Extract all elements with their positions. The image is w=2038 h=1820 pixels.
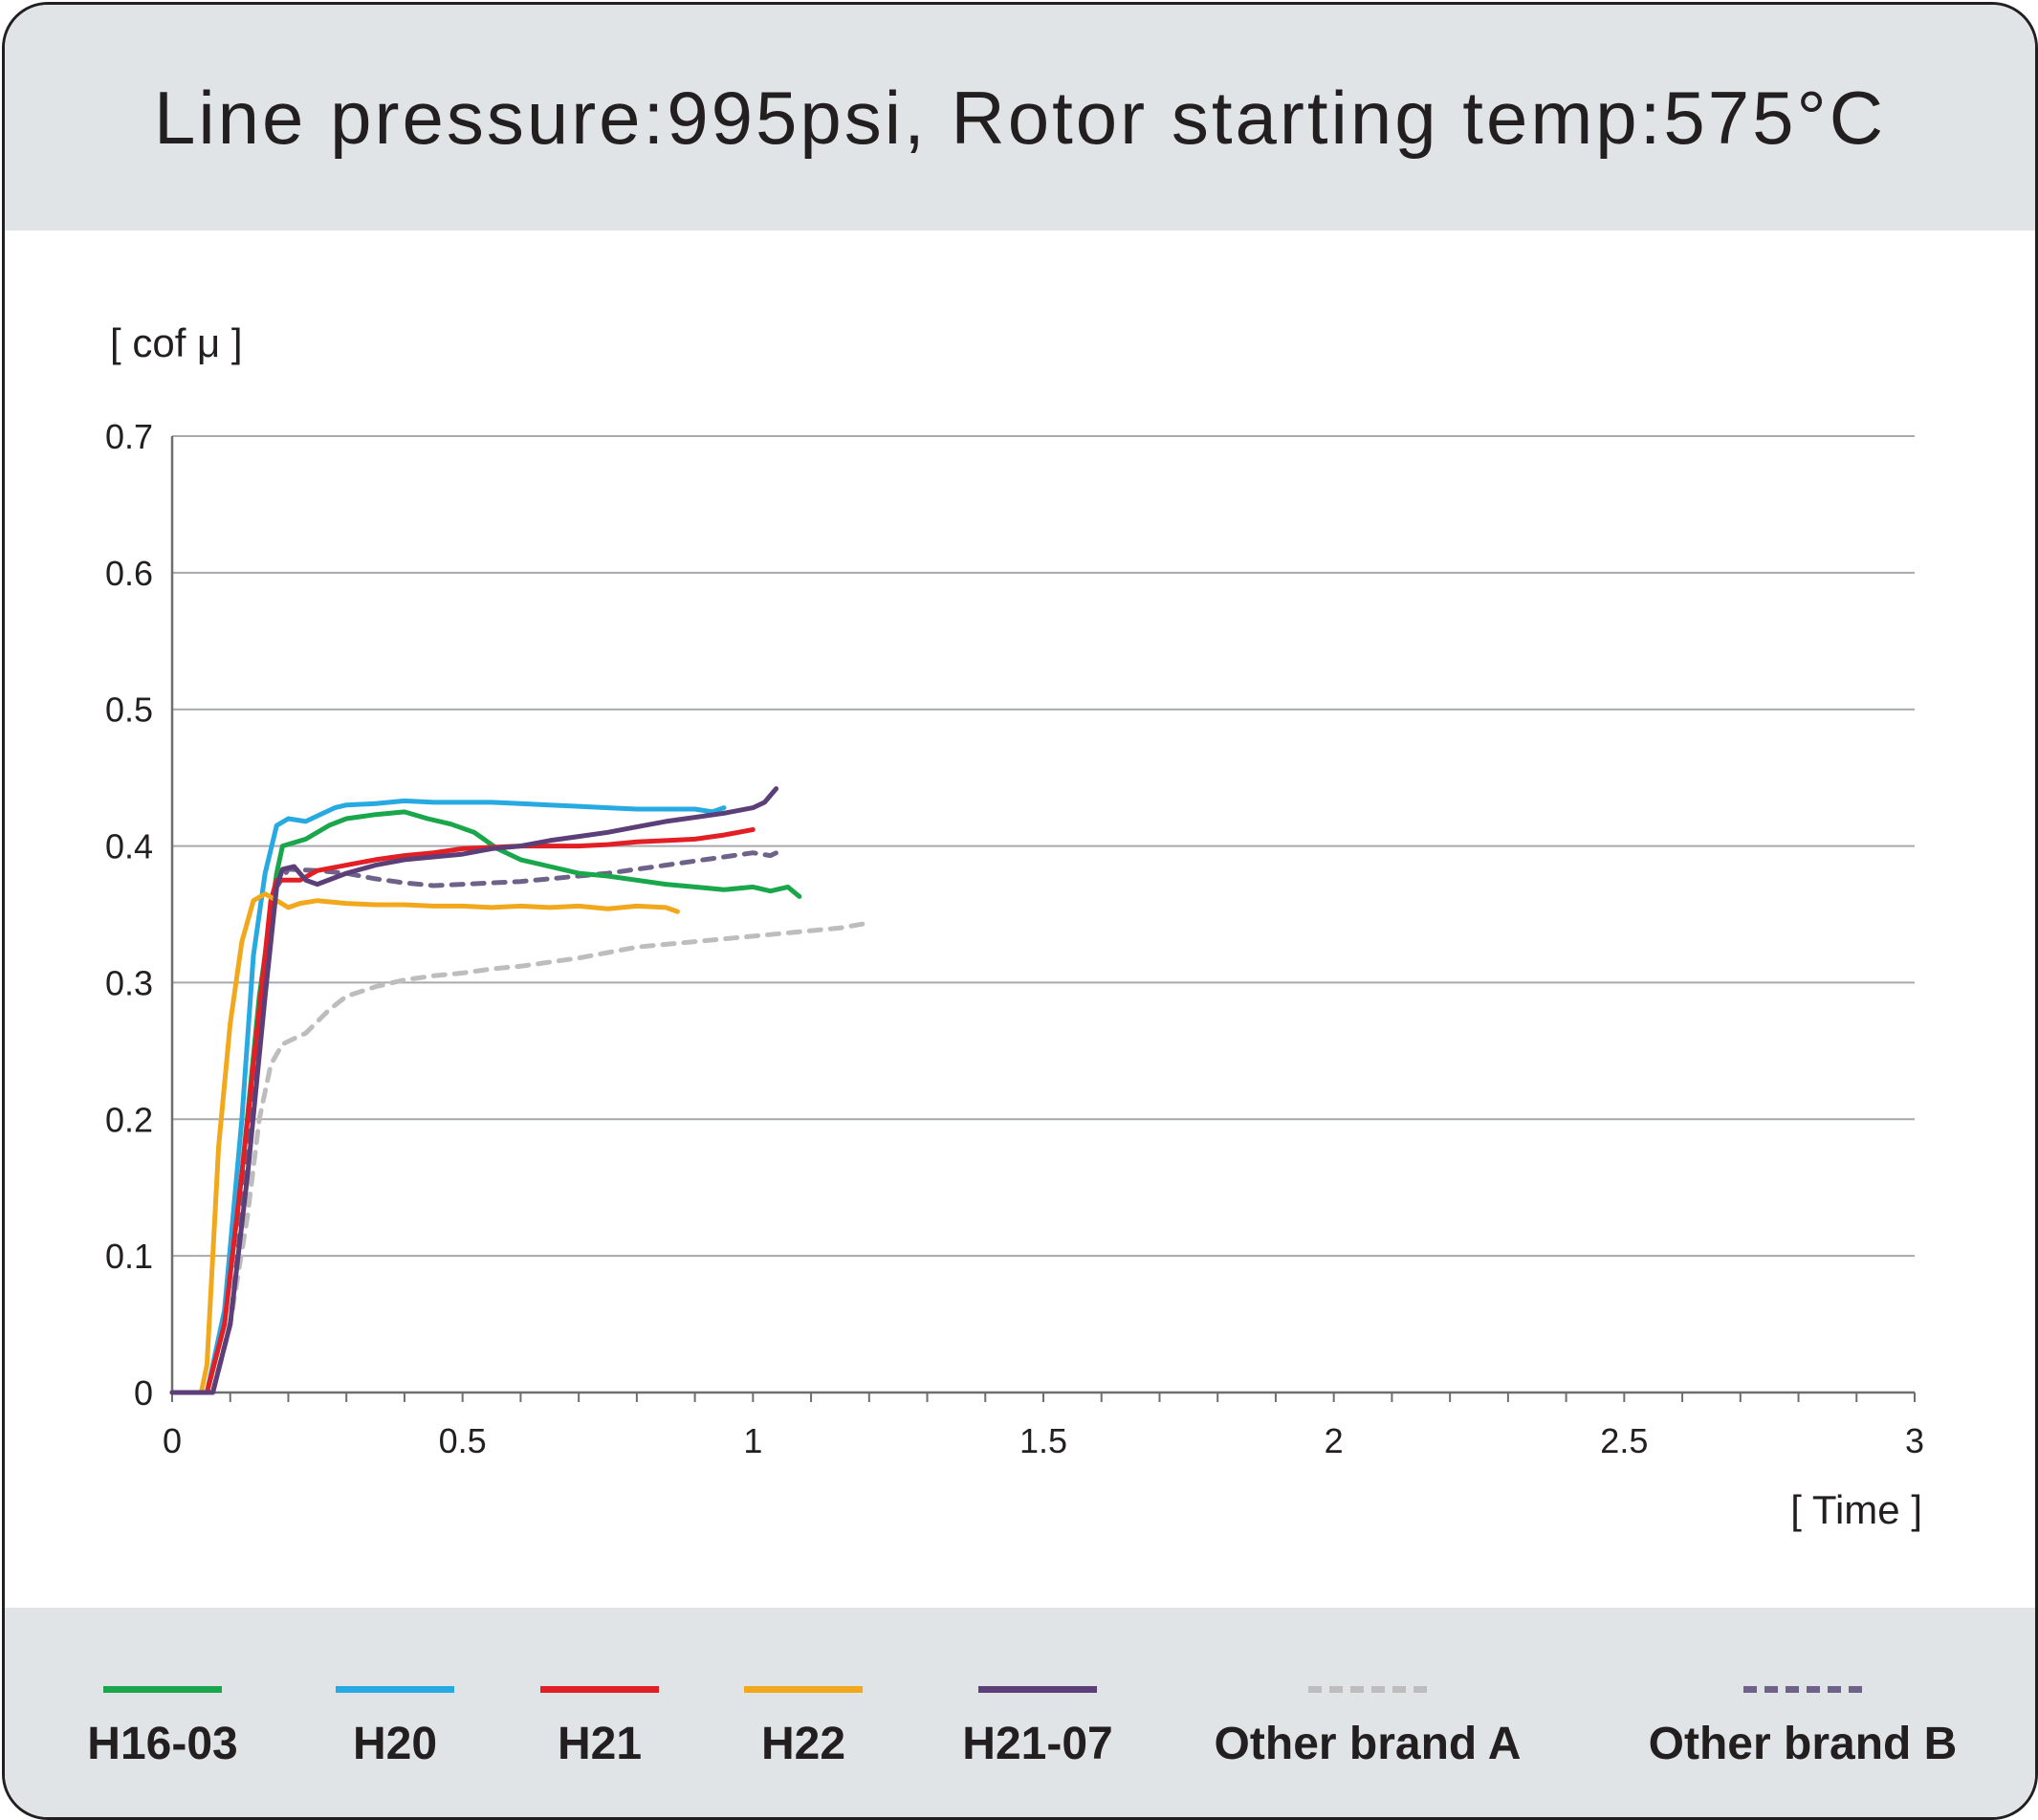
series-line-h21 bbox=[169, 826, 756, 1395]
legend-label: H16-03 bbox=[87, 1719, 238, 1769]
series-line-h22 bbox=[169, 891, 680, 1395]
legend-swatch bbox=[103, 1686, 222, 1693]
title-bar: Line pressure:995psi, Rotor starting tem… bbox=[5, 5, 2035, 230]
y-tick-label: 0.7 bbox=[105, 417, 153, 456]
legend-swatch bbox=[978, 1686, 1097, 1693]
y-tick-label: 0.5 bbox=[105, 691, 153, 730]
series-line-h20 bbox=[169, 798, 727, 1395]
legend-label: Other brand B bbox=[1648, 1719, 1958, 1769]
y-tick-label: 0.4 bbox=[105, 827, 153, 866]
legend-label: H21 bbox=[557, 1719, 643, 1769]
legend-label: H21-07 bbox=[962, 1719, 1113, 1769]
legend-item: Other brand B bbox=[1611, 1608, 1994, 1817]
legend-swatch bbox=[1743, 1686, 1862, 1693]
x-axis-label: [ Time ] bbox=[1790, 1487, 1922, 1532]
legend-item: Other brand A bbox=[1176, 1608, 1559, 1817]
x-tick-label: 1 bbox=[743, 1421, 762, 1460]
legend-label: H20 bbox=[352, 1719, 438, 1769]
legend-swatch bbox=[744, 1686, 863, 1693]
y-tick-label: 0.3 bbox=[105, 963, 153, 1002]
legend-label: Other brand A bbox=[1214, 1719, 1522, 1769]
series-line-other-brand-b bbox=[169, 847, 785, 1395]
x-tick-label: 3 bbox=[1905, 1421, 1924, 1460]
y-tick-label: 0.1 bbox=[105, 1237, 153, 1276]
y-tick-label: 0 bbox=[134, 1373, 153, 1413]
series-line-h21-07 bbox=[169, 786, 779, 1395]
x-tick-label: 2.5 bbox=[1600, 1421, 1648, 1460]
legend: H16-03 H20 H21 H22 H21-07 Other brand A Other … bbox=[5, 1608, 2035, 1817]
legend-swatch bbox=[336, 1686, 454, 1693]
legend-swatch bbox=[1308, 1686, 1427, 1693]
legend-item: H21 bbox=[408, 1608, 791, 1817]
y-tick-label: 0.6 bbox=[105, 554, 153, 593]
x-tick-label: 1.5 bbox=[1019, 1421, 1067, 1460]
x-tick-label: 0.5 bbox=[439, 1421, 487, 1460]
legend-label: H22 bbox=[760, 1719, 846, 1769]
legend-swatch bbox=[540, 1686, 659, 1693]
legend-item: H16-03 bbox=[5, 1608, 354, 1817]
series-line-other-brand-a bbox=[169, 921, 866, 1395]
legend-item: H22 bbox=[612, 1608, 995, 1817]
legend-item: H20 bbox=[204, 1608, 586, 1817]
x-tick-label: 0 bbox=[163, 1421, 182, 1460]
x-tick-label: 2 bbox=[1325, 1421, 1344, 1460]
y-axis-label: [ cof μ ] bbox=[110, 320, 243, 365]
chart-title: Line pressure:995psi, Rotor starting tem… bbox=[153, 75, 1887, 160]
y-tick-label: 0.2 bbox=[105, 1100, 153, 1139]
series-line-h16-03 bbox=[169, 809, 802, 1395]
legend-item: H21-07 bbox=[846, 1608, 1229, 1817]
